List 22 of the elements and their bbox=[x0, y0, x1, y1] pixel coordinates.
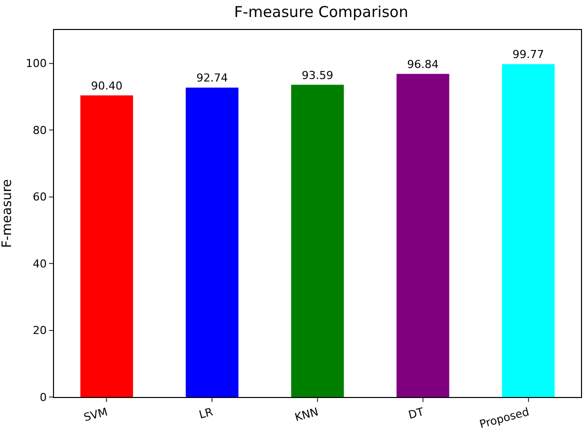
x-tick-label: DT bbox=[407, 405, 426, 422]
bar bbox=[186, 88, 238, 397]
data-label: 96.84 bbox=[407, 58, 439, 71]
data-label: 90.40 bbox=[90, 79, 122, 92]
chart-title: F-measure Comparison bbox=[234, 2, 408, 21]
y-tick-label: 20 bbox=[32, 324, 47, 338]
x-tick-label: SVM bbox=[82, 405, 109, 424]
bar bbox=[502, 64, 555, 397]
y-tick-label: 60 bbox=[32, 190, 47, 204]
data-label: 92.74 bbox=[196, 72, 228, 85]
data-label: 93.59 bbox=[302, 68, 334, 82]
y-tick-label: 0 bbox=[40, 390, 47, 404]
bar bbox=[80, 95, 134, 397]
y-tick-label: 40 bbox=[32, 257, 47, 270]
bar bbox=[291, 84, 344, 397]
data-label: 99.77 bbox=[512, 48, 544, 62]
bar bbox=[396, 74, 450, 397]
y-tick-label: 80 bbox=[32, 124, 47, 137]
y-axis-title: F-measure bbox=[0, 179, 15, 248]
x-tick-label: LR bbox=[198, 405, 215, 422]
y-tick-label: 100 bbox=[26, 57, 47, 70]
x-tick-label: KNN bbox=[293, 405, 320, 424]
